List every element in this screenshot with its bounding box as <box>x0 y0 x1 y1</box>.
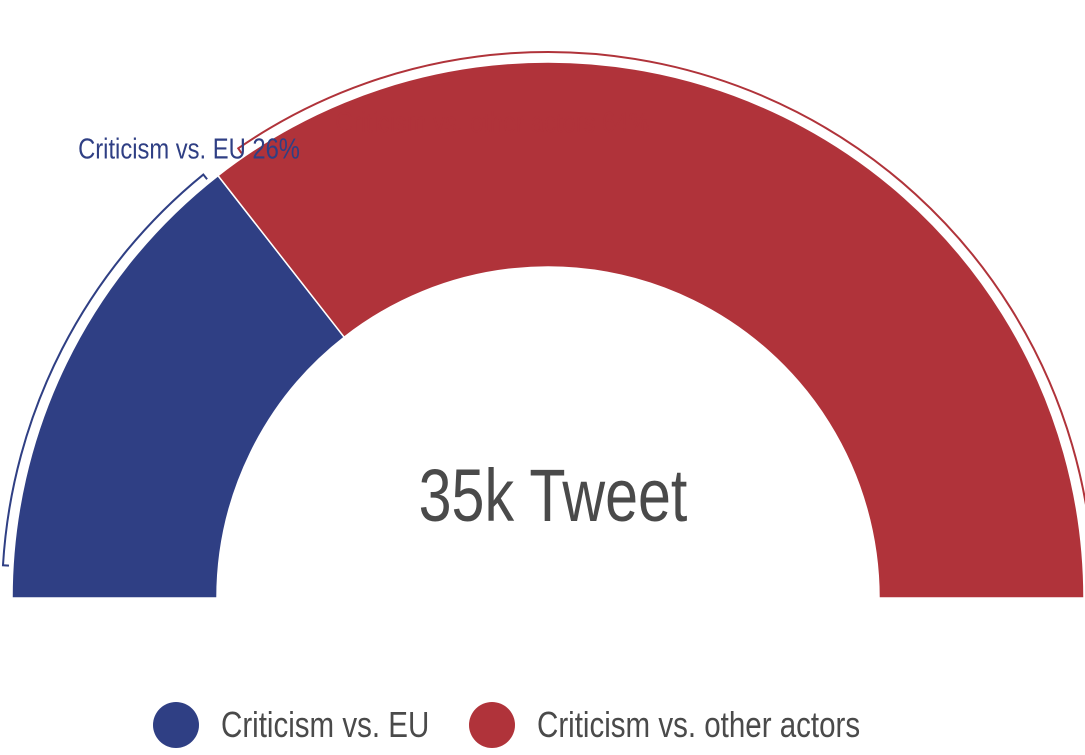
chart-legend: Criticism vs. EU Criticism vs. other act… <box>0 702 1085 748</box>
chart-slices <box>11 61 1085 599</box>
slice-eu[interactable] <box>11 174 346 599</box>
legend-label-other-actors: Criticism vs. other actors <box>537 704 861 745</box>
legend-swatch-eu <box>153 702 200 748</box>
connector-eu <box>1 173 208 567</box>
legend-swatch-other-actors <box>469 702 516 748</box>
slice-other-actors[interactable] <box>216 61 1085 599</box>
slice-labels: Criticism vs. EU 26% Criticism vs. other … <box>78 106 650 165</box>
semi-donut-chart: Criticism vs. EU 26% Criticism vs. other … <box>1 51 1085 599</box>
label-connectors <box>1 51 1085 567</box>
legend-item-other-actors[interactable]: Criticism vs. other actors <box>469 702 931 748</box>
connector-other-actors <box>236 51 1085 506</box>
slice-label-eu: Criticism vs. EU 26% <box>78 132 300 165</box>
legend-item-eu[interactable]: Criticism vs. EU <box>153 702 457 748</box>
legend-label-eu: Criticism vs. EU <box>221 704 430 745</box>
center-label: 35k Tweet <box>419 455 688 538</box>
slice-label-other-actors: Criticism vs. other actors 64% <box>335 106 649 139</box>
